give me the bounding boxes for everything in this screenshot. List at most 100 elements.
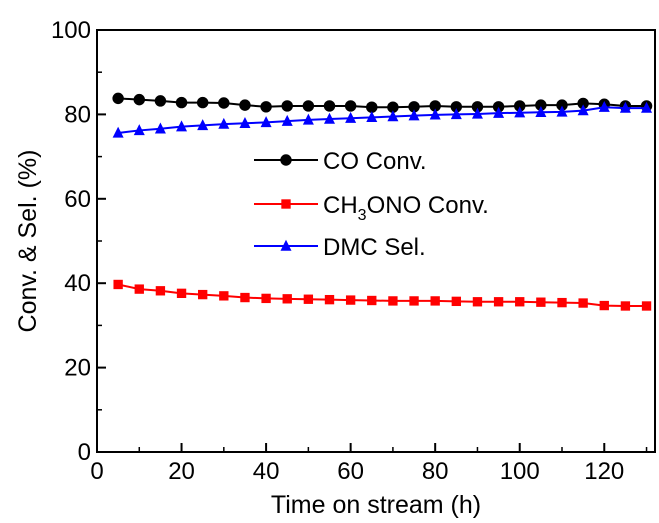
- data-point: [302, 113, 314, 125]
- legend-marker: [281, 199, 291, 209]
- y-axis-title: Conv. & Sel. (%): [14, 150, 42, 333]
- x-tick-label: 120: [584, 458, 624, 485]
- data-point: [282, 294, 292, 304]
- data-point: [535, 99, 547, 111]
- data-point: [535, 106, 547, 117]
- data-point: [471, 101, 484, 113]
- data-point: [133, 124, 145, 136]
- legend-label-rest: ONO Conv.: [367, 192, 489, 219]
- data-point: [387, 110, 399, 122]
- series-line: [118, 106, 647, 134]
- data-point: [303, 294, 314, 304]
- data-point: [471, 107, 483, 119]
- legend-label-subscript: 3: [358, 207, 367, 224]
- data-point: [239, 116, 251, 128]
- data-point: [536, 297, 546, 307]
- data-point: [557, 297, 567, 308]
- data-point: [515, 297, 525, 307]
- data-point: [430, 296, 440, 306]
- data-point: [429, 108, 441, 120]
- data-point: [112, 126, 124, 138]
- data-point: [451, 296, 461, 307]
- data-point: [112, 92, 124, 105]
- series-line: [117, 283, 647, 307]
- data-point: [599, 300, 609, 311]
- legend-label-main: CH: [323, 192, 358, 219]
- data-point: [260, 101, 272, 113]
- data-point: [240, 292, 250, 303]
- data-point: [154, 122, 166, 134]
- y-tick-label: 80: [64, 101, 91, 128]
- data-point: [493, 106, 505, 118]
- legend-item-3: DMC Sel.: [254, 234, 426, 261]
- data-point: [176, 288, 187, 299]
- series-3: [112, 100, 653, 138]
- data-point: [344, 100, 357, 112]
- y-axis: 0 20 40 60 80 100: [51, 17, 106, 466]
- data-point: [345, 111, 357, 123]
- data-point: [450, 101, 463, 113]
- legend-item-1: CO Conv.: [254, 148, 427, 175]
- data-point: [239, 99, 251, 111]
- data-point: [387, 101, 399, 113]
- legend-item-2: CH3ONO Conv.: [254, 192, 489, 224]
- legend-label-main: DMC Sel.: [323, 234, 426, 261]
- legend-label: CH3ONO Conv.: [323, 192, 489, 224]
- x-tick-label: 0: [90, 458, 103, 485]
- data-point: [366, 111, 378, 123]
- data-point: [641, 101, 653, 113]
- x-tick-label: 100: [500, 458, 540, 485]
- data-point: [133, 93, 145, 106]
- data-point: [155, 286, 166, 296]
- data-point: [302, 100, 315, 112]
- series-1: [112, 92, 653, 113]
- data-point: [218, 97, 230, 109]
- data-point: [450, 108, 462, 120]
- data-point: [619, 101, 631, 113]
- data-point: [323, 100, 336, 112]
- y-tick-label: 40: [64, 270, 91, 297]
- data-point: [472, 297, 483, 307]
- data-point: [493, 297, 504, 307]
- data-point: [598, 100, 610, 112]
- data-point: [324, 294, 335, 305]
- data-point: [197, 119, 209, 131]
- data-point: [324, 112, 335, 124]
- data-point: [261, 293, 271, 304]
- series-layer: [112, 92, 653, 311]
- data-point: [134, 284, 144, 294]
- data-point: [218, 117, 230, 129]
- data-point: [281, 100, 293, 112]
- legend-label: DMC Sel.: [323, 234, 426, 261]
- data-point: [641, 301, 652, 311]
- data-point: [429, 100, 441, 112]
- data-point: [492, 101, 505, 113]
- x-tick-label: 40: [253, 458, 280, 485]
- data-point: [198, 289, 208, 300]
- x-axis-title: Time on stream (h): [271, 491, 481, 519]
- data-point: [556, 99, 568, 111]
- x-tick-label: 80: [422, 458, 449, 485]
- data-point: [577, 104, 589, 116]
- y-tick-label: 60: [64, 186, 91, 213]
- y-tick-label: 100: [51, 17, 91, 44]
- legend-label-main: CO Conv.: [323, 148, 427, 175]
- data-point: [154, 95, 167, 107]
- legend-label: CO Conv.: [323, 148, 427, 175]
- x-tick-label: 20: [168, 458, 195, 485]
- data-point: [577, 97, 589, 110]
- data-point: [408, 101, 420, 113]
- legend-marker: [280, 239, 292, 251]
- data-point: [408, 109, 420, 121]
- data-point: [409, 296, 419, 306]
- data-point: [281, 114, 293, 126]
- data-point: [556, 105, 568, 117]
- y-tick-label: 0: [78, 439, 91, 466]
- data-point: [176, 120, 188, 132]
- data-point: [219, 291, 229, 301]
- data-point: [366, 101, 378, 113]
- data-point: [367, 295, 377, 306]
- data-point: [113, 279, 123, 290]
